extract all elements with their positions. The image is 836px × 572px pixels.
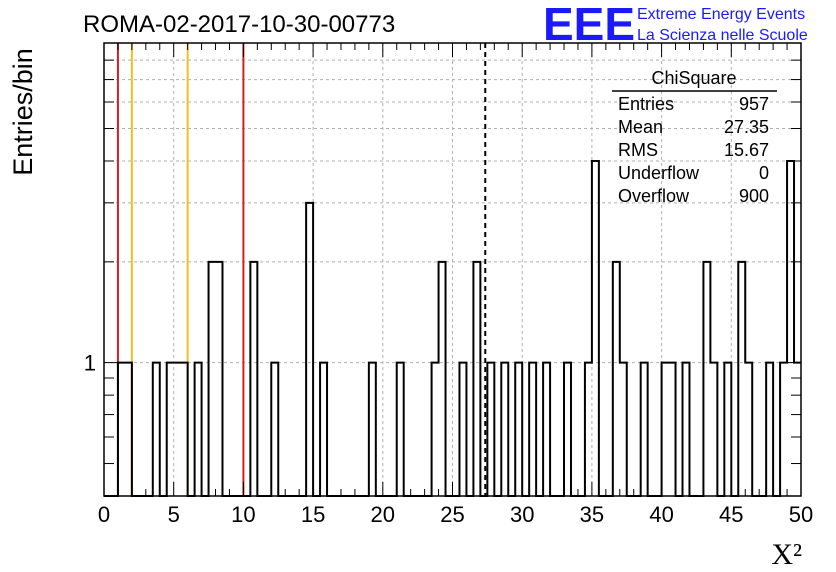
tick-labels: 0 5 10 15 20 25 30 35 40 45 50 1 [84, 351, 813, 527]
histogram-bar [724, 363, 731, 496]
reference-lines [116, 43, 487, 496]
stats-row-value: 957 [739, 94, 769, 114]
histogram-bar [306, 203, 313, 496]
x-tick-label: 35 [580, 502, 604, 527]
histogram-bar [585, 363, 592, 496]
histogram-bar [669, 363, 676, 496]
histogram-bar [766, 363, 773, 496]
histogram-bar [118, 363, 125, 496]
stats-row-label: Overflow [618, 186, 690, 206]
histogram-bar [780, 363, 787, 496]
histogram-bar [683, 363, 690, 496]
histogram-bar [543, 363, 550, 496]
histogram-bar [271, 363, 278, 496]
histogram-bar [369, 363, 376, 496]
histogram-bar [181, 363, 188, 496]
histogram-bar [397, 363, 404, 496]
histogram-bar [320, 363, 327, 496]
histogram-bar [794, 363, 801, 496]
x-tick-label: 20 [371, 502, 395, 527]
histogram-bar [641, 363, 648, 496]
histogram-bar [703, 262, 710, 496]
y-tick-label: 1 [84, 351, 96, 376]
histogram-bar [710, 363, 717, 496]
histogram-bar [209, 262, 216, 496]
histogram-bar [515, 363, 522, 496]
logo-line-2: La Scienza nelle Scuole [637, 27, 808, 44]
x-tick-label: 40 [649, 502, 673, 527]
histogram-bar [174, 363, 181, 496]
histogram-bar [592, 161, 599, 496]
x-tick-label: 5 [168, 502, 180, 527]
histogram-bar [459, 363, 466, 496]
stats-row-value: 900 [739, 186, 769, 206]
stats-row-label: Mean [618, 117, 663, 137]
stats-row-label: Underflow [618, 163, 700, 183]
stats-box: ChiSquare Entries 957 Mean 27.35 RMS 15.67 Und… [612, 68, 777, 206]
histogram-bar [432, 363, 439, 496]
histogram-bar [787, 161, 794, 496]
x-tick-label: 30 [510, 502, 534, 527]
stats-row-value: 27.35 [724, 117, 769, 137]
histogram-bar [738, 262, 745, 496]
logo-line-1: Extreme Energy Events [637, 6, 805, 23]
histogram-bar [439, 262, 446, 496]
histogram-bar [216, 262, 223, 496]
histogram-bar [620, 363, 627, 496]
stats-row-label: RMS [618, 140, 658, 160]
x-tick-label: 10 [231, 502, 255, 527]
histogram-bar [167, 363, 174, 496]
x-tick-label: 15 [301, 502, 325, 527]
histogram-bar [473, 262, 480, 496]
histogram-bar [564, 363, 571, 496]
stats-row-value: 0 [759, 163, 769, 183]
logo-mark: EEE [543, 0, 635, 50]
x-tick-label: 25 [440, 502, 464, 527]
stats-row-label: Entries [618, 94, 674, 114]
histogram-bar [529, 363, 536, 496]
stats-row-value: 15.67 [724, 140, 769, 160]
x-tick-label: 45 [719, 502, 743, 527]
histogram-bar [501, 363, 508, 496]
chart-title: ROMA-02-2017-10-30-00773 [83, 11, 395, 38]
stats-box-title: ChiSquare [651, 68, 736, 88]
stats-rows: Entries 957 Mean 27.35 RMS 15.67 Underflow 0 Ove… [618, 94, 769, 206]
x-tick-label: 0 [98, 502, 110, 527]
y-axis-label: Entries/bin [8, 48, 38, 176]
histogram-bar [487, 363, 494, 496]
x-tick-label: 50 [789, 502, 813, 527]
histogram-bar [153, 363, 160, 496]
histogram-bar [125, 363, 132, 496]
x-axis-label: X² [771, 538, 802, 571]
histogram-bar [613, 262, 620, 496]
histogram-bar [745, 363, 752, 496]
histogram-bar [662, 363, 669, 496]
axes [103, 42, 802, 497]
histogram-bar [250, 262, 257, 496]
histogram-bar [195, 363, 202, 496]
